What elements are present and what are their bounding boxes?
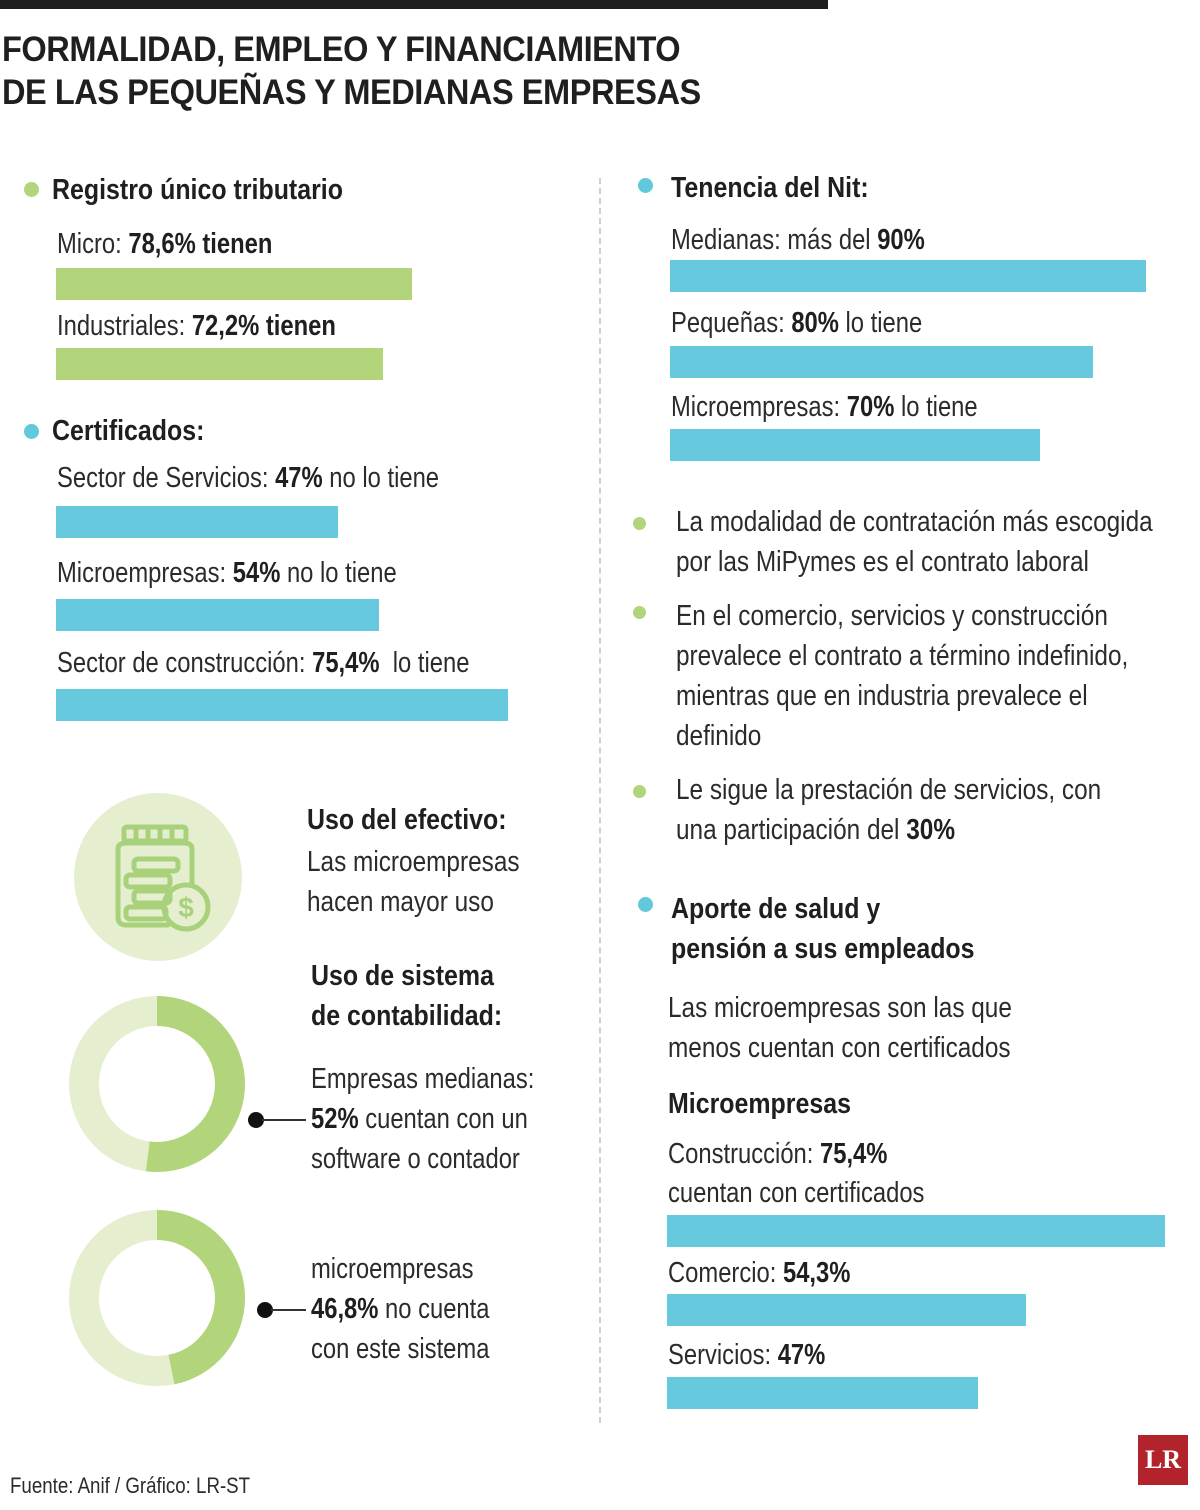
contabilidad-heading-2: de contabilidad: xyxy=(311,1000,503,1032)
contrato-text-0: La modalidad de contratación más escogid… xyxy=(676,506,1153,578)
cert-label-0: Sector de Servicios: 47% no lo tiene xyxy=(57,462,440,494)
rut-label-0: Micro: 78,6% tienen xyxy=(57,228,273,260)
salud-label-1: Comercio: 54,3% xyxy=(668,1257,851,1289)
salud-value-2: 47% xyxy=(777,1339,826,1371)
salud-label-0-line2: cuentan con certificados xyxy=(668,1177,925,1209)
salud-heading-2: pensión a sus empleados xyxy=(671,933,975,965)
salud-label-0: Construcción: 75,4% xyxy=(668,1138,888,1170)
nit-heading: Tenencia del Nit: xyxy=(671,172,869,204)
bullet-dot xyxy=(638,178,653,193)
contrato-text-1: En el comercio, servicios y construcción… xyxy=(676,600,1129,752)
svg-text:$: $ xyxy=(178,892,194,923)
micro-line-3: con este sistema xyxy=(311,1333,490,1365)
medianas-line-2: 52% cuentan con un xyxy=(311,1103,528,1135)
salud-value-1: 54,3% xyxy=(782,1257,851,1289)
nit-label-1: Pequeñas: 80% lo tiene xyxy=(671,307,923,339)
micro-line-2: 46,8% no cuenta xyxy=(311,1293,490,1325)
pointer-dot xyxy=(248,1112,264,1128)
efectivo-heading: Uso del efectivo: xyxy=(307,804,507,836)
bullet-dot xyxy=(638,897,653,912)
medianas-line-3: software o contador xyxy=(311,1143,520,1175)
nit-value-0: 90% xyxy=(877,224,925,256)
title-line-1: FORMALIDAD, EMPLEO Y FINANCIAMIENTO xyxy=(2,30,681,69)
certificados-heading: Certificados: xyxy=(52,415,205,447)
medianas-value: 52% xyxy=(311,1103,359,1135)
salud-bar-servicios xyxy=(667,1377,978,1409)
donut-micro-value xyxy=(69,1210,245,1386)
efectivo-text: Las microempresas hacen mayor uso xyxy=(307,846,520,918)
rut-value-1: 72,2% xyxy=(191,310,260,342)
salud-subheading: Microempresas xyxy=(668,1088,851,1120)
title-line-2: DE LAS PEQUEÑAS Y MEDIANAS EMPRESAS xyxy=(2,73,701,112)
nit-label-2: Microempresas: 70% lo tiene xyxy=(671,391,978,423)
donut-micro xyxy=(69,1210,245,1386)
pointer-line xyxy=(271,1309,306,1311)
page-title: FORMALIDAD, EMPLEO Y FINANCIAMIENTO DE L… xyxy=(2,28,783,114)
salud-intro: Las microempresas son las que menos cuen… xyxy=(668,992,1012,1064)
salud-heading-1: Aporte de salud y xyxy=(671,893,881,925)
contabilidad-heading-1: Uso de sistema xyxy=(311,960,494,992)
salud-bar-comercio xyxy=(667,1294,1026,1326)
donut-medianas xyxy=(69,996,245,1172)
rut-value-0: 78,6% xyxy=(128,228,196,260)
rut-heading: Registro único tributario xyxy=(52,174,343,206)
cert-bar-microempresas xyxy=(56,599,379,631)
rut-bar-industriales xyxy=(56,348,383,380)
micro-line-1: microempresas xyxy=(311,1253,474,1285)
nit-bar-microempresas xyxy=(670,429,1040,461)
bullet-dot xyxy=(24,182,39,197)
efectivo-circle: $ xyxy=(74,793,242,961)
bullet-dot xyxy=(24,424,39,439)
salud-value-0: 75,4% xyxy=(819,1138,888,1170)
bullet-dot xyxy=(633,785,646,798)
lr-logo: LR xyxy=(1138,1435,1188,1485)
bullet-dot xyxy=(633,517,646,530)
cert-value-2: 75,4% xyxy=(312,647,380,679)
medianas-line-1: Empresas medianas: xyxy=(311,1063,535,1095)
cert-value-0: 47% xyxy=(275,462,323,494)
cert-value-1: 54% xyxy=(232,557,281,589)
pointer-dot xyxy=(257,1302,273,1318)
nit-value-2: 70% xyxy=(846,391,895,423)
pointer-line xyxy=(262,1119,306,1121)
donut-medianas-value xyxy=(69,996,245,1172)
source-footer: Fuente: Anif / Gráfico: LR-ST xyxy=(10,1473,251,1498)
contrato-value-2: 30% xyxy=(906,814,955,846)
top-rule xyxy=(0,0,828,9)
column-divider xyxy=(599,178,601,1423)
salud-label-2: Servicios: 47% xyxy=(668,1339,826,1371)
salud-bar-construccion xyxy=(667,1215,1165,1247)
cert-label-2: Sector de construcción: 75,4% lo tiene xyxy=(57,647,470,679)
nit-value-1: 80% xyxy=(791,307,839,339)
rut-bar-micro xyxy=(56,268,412,300)
rut-label-1: Industriales: 72,2% tienen xyxy=(57,310,336,342)
cert-bar-servicios xyxy=(56,506,338,538)
cert-label-1: Microempresas: 54% no lo tiene xyxy=(57,557,397,589)
cert-bar-construccion xyxy=(56,689,508,721)
micro-value: 46,8% xyxy=(311,1293,379,1325)
bullet-dot xyxy=(633,606,646,619)
nit-label-0: Medianas: más del 90% xyxy=(671,224,925,256)
contrato-text-2: Le sigue la prestación de servicios, con… xyxy=(676,774,1102,846)
money-jar-icon: $ xyxy=(115,824,211,932)
nit-bar-pequenas xyxy=(670,346,1093,378)
nit-bar-medianas xyxy=(670,260,1146,292)
